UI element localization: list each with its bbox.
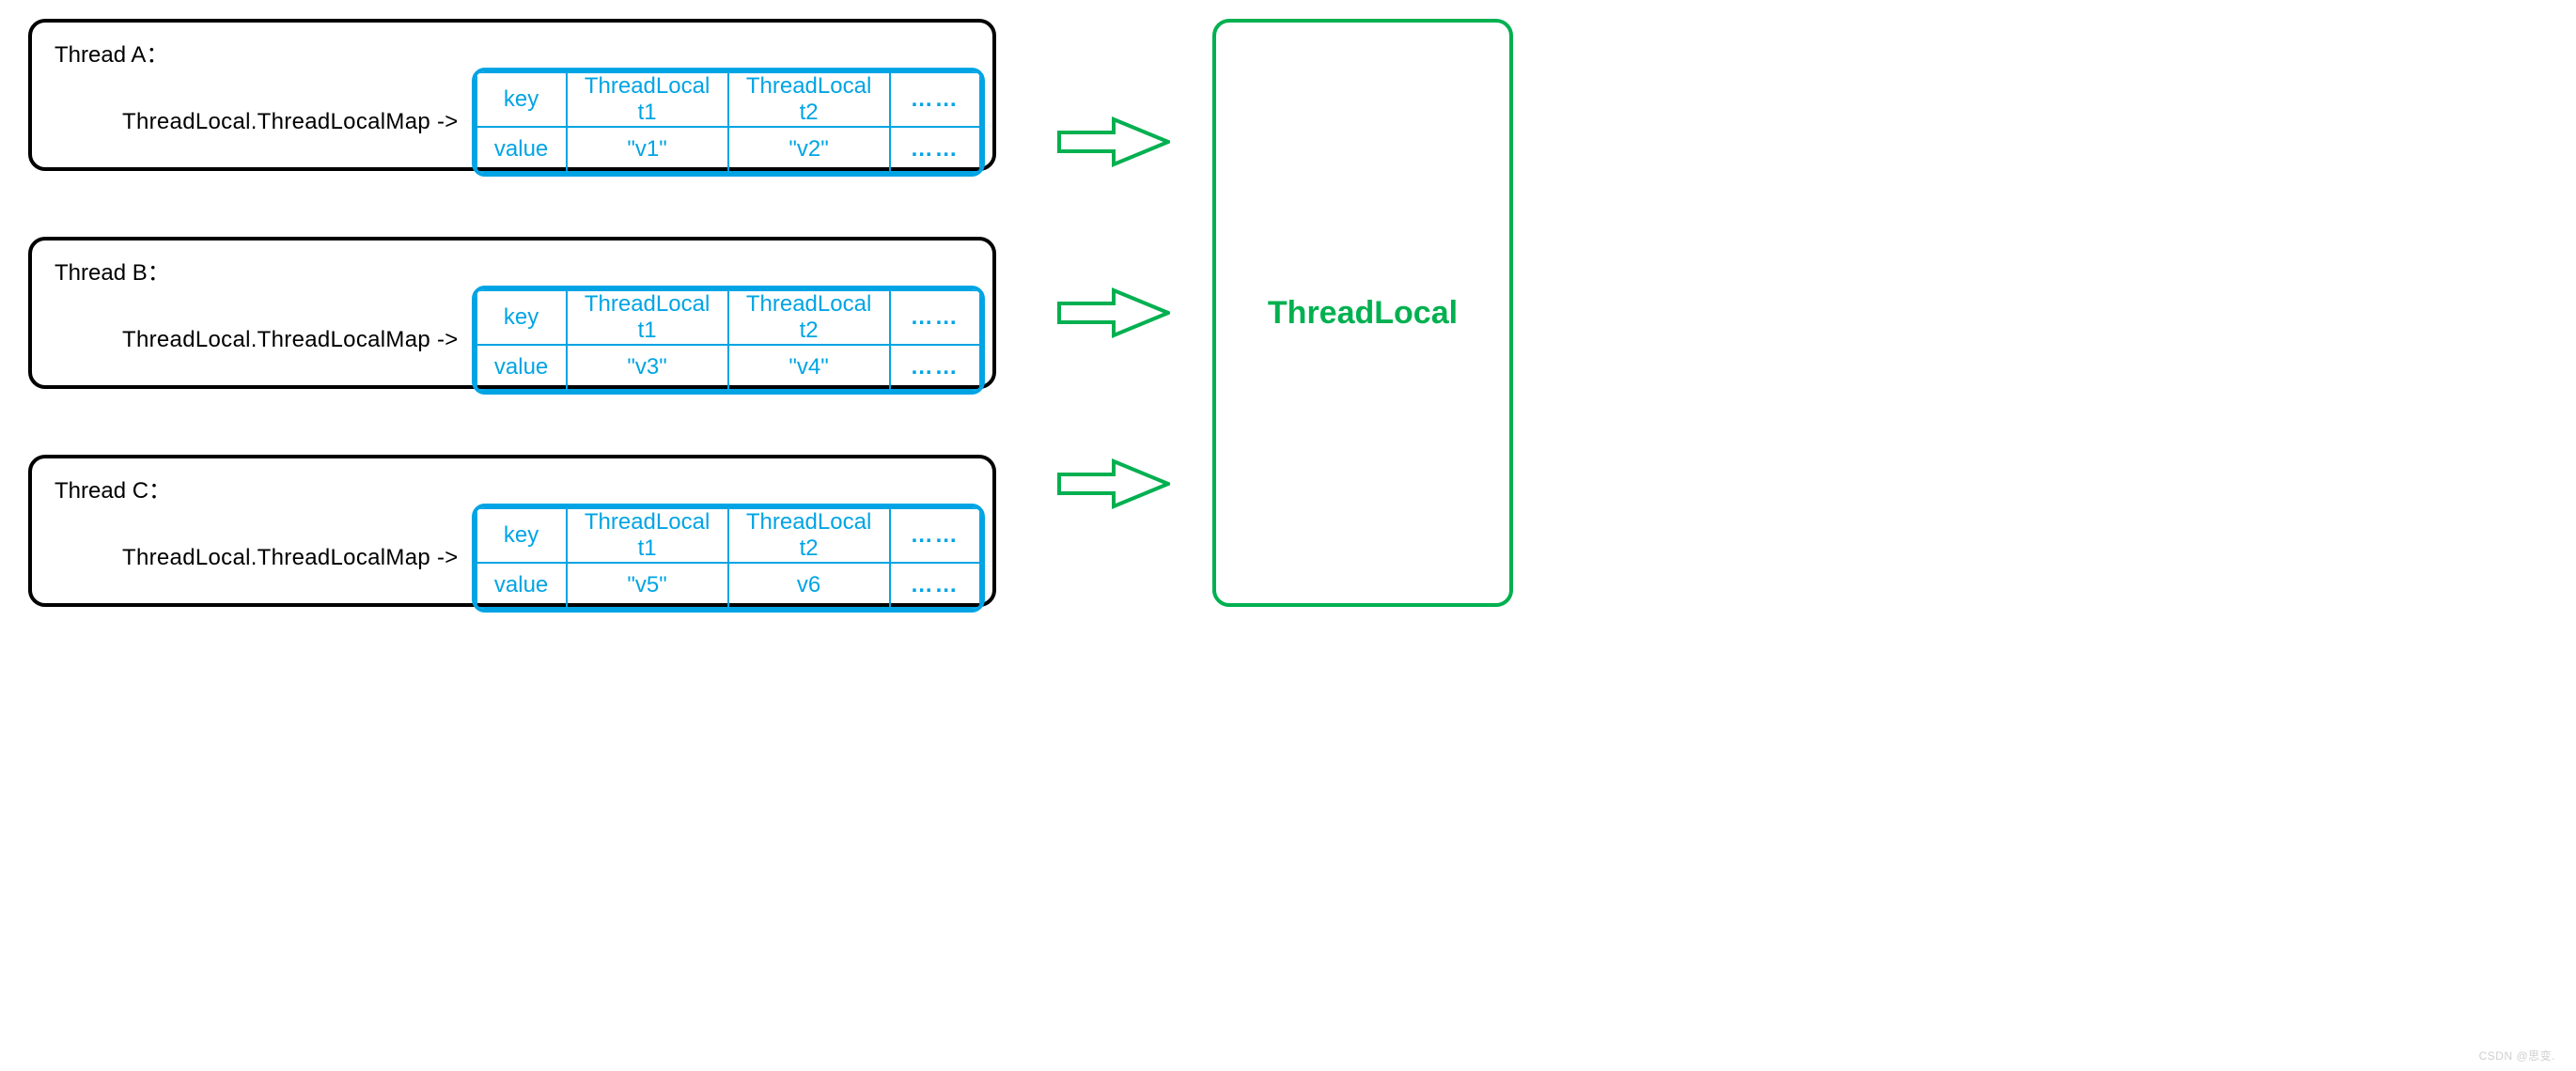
- threadlocal-box: ThreadLocal: [1212, 19, 1513, 607]
- table-row: key ThreadLocal t1 ThreadLocal t2 ……: [476, 508, 980, 563]
- arrow-icon: [1057, 458, 1170, 510]
- threadlocal-label: ThreadLocal: [1268, 295, 1458, 332]
- key-cell: ThreadLocal t1: [567, 290, 728, 345]
- thread-box-c: Thread C： ThreadLocal.ThreadLocalMap -> …: [28, 455, 996, 607]
- arrow-icon: [1057, 116, 1170, 168]
- more-cell: ……: [890, 345, 980, 390]
- more-cell: ……: [890, 563, 980, 608]
- key-header: key: [476, 508, 567, 563]
- more-cell: ……: [890, 508, 980, 563]
- key-cell: ThreadLocal t2: [728, 290, 890, 345]
- value-cell: "v2": [728, 127, 890, 172]
- value-header: value: [476, 563, 567, 608]
- thread-a-table: key ThreadLocal t1 ThreadLocal t2 …… val…: [472, 68, 985, 177]
- table-row: value "v5" v6 ……: [476, 563, 980, 608]
- thread-title: Thread A：: [55, 36, 974, 69]
- key-cell: ThreadLocal t2: [728, 508, 890, 563]
- map-label: ThreadLocal.ThreadLocalMap ->: [122, 109, 459, 135]
- key-cell: ThreadLocal t1: [567, 508, 728, 563]
- more-cell: ……: [890, 127, 980, 172]
- more-cell: ……: [890, 72, 980, 127]
- thread-b-table: key ThreadLocal t1 ThreadLocal t2 …… val…: [472, 286, 985, 395]
- value-cell: "v4": [728, 345, 890, 390]
- thread-box-a: Thread A： ThreadLocal.ThreadLocalMap -> …: [28, 19, 996, 171]
- value-header: value: [476, 345, 567, 390]
- thread-title: Thread B：: [55, 254, 974, 287]
- table-row: value "v3" "v4" ……: [476, 345, 980, 390]
- value-header: value: [476, 127, 567, 172]
- watermark: CSDN @思变.: [2479, 1048, 2555, 1063]
- value-cell: "v3": [567, 345, 728, 390]
- more-cell: ……: [890, 290, 980, 345]
- threads-column: Thread A： ThreadLocal.ThreadLocalMap -> …: [28, 19, 996, 607]
- thread-title: Thread C：: [55, 472, 974, 504]
- table-row: value "v1" "v2" ……: [476, 127, 980, 172]
- key-header: key: [476, 290, 567, 345]
- map-label: ThreadLocal.ThreadLocalMap ->: [122, 327, 459, 353]
- value-cell: v6: [728, 563, 890, 608]
- table-row: key ThreadLocal t1 ThreadLocal t2 ……: [476, 290, 980, 345]
- thread-c-map-row: ThreadLocal.ThreadLocalMap -> key Thread…: [122, 504, 985, 613]
- arrows-column: [1034, 19, 1194, 607]
- key-cell: ThreadLocal t1: [567, 72, 728, 127]
- thread-c-table: key ThreadLocal t1 ThreadLocal t2 …… val…: [472, 504, 985, 613]
- table-row: key ThreadLocal t1 ThreadLocal t2 ……: [476, 72, 980, 127]
- diagram-stage: Thread A： ThreadLocal.ThreadLocalMap -> …: [28, 19, 2557, 607]
- map-label: ThreadLocal.ThreadLocalMap ->: [122, 545, 459, 571]
- value-cell: "v5": [567, 563, 728, 608]
- key-header: key: [476, 72, 567, 127]
- key-cell: ThreadLocal t2: [728, 72, 890, 127]
- value-cell: "v1": [567, 127, 728, 172]
- arrow-icon: [1057, 287, 1170, 339]
- thread-box-b: Thread B： ThreadLocal.ThreadLocalMap -> …: [28, 237, 996, 389]
- thread-b-map-row: ThreadLocal.ThreadLocalMap -> key Thread…: [122, 286, 985, 395]
- thread-a-map-row: ThreadLocal.ThreadLocalMap -> key Thread…: [122, 68, 985, 177]
